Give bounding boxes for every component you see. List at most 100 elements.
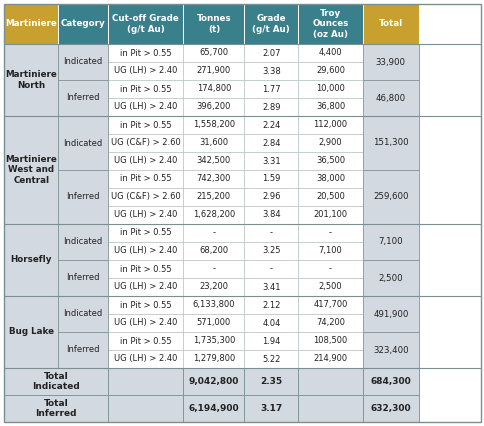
Bar — [362, 296, 418, 314]
Text: in Pit > 0.55: in Pit > 0.55 — [120, 84, 171, 93]
Bar — [244, 368, 298, 395]
Text: UG (LH) > 2.40: UG (LH) > 2.40 — [114, 156, 177, 165]
Bar — [58, 332, 108, 368]
Bar — [58, 296, 108, 314]
Text: 2.12: 2.12 — [262, 300, 280, 310]
Bar — [362, 44, 418, 80]
Bar — [183, 242, 244, 260]
Bar — [58, 44, 108, 80]
Bar — [108, 278, 183, 296]
Text: Horsefly: Horsefly — [11, 256, 52, 265]
Text: UG (C&F) > 2.60: UG (C&F) > 2.60 — [110, 138, 180, 147]
Bar — [244, 332, 298, 350]
Bar — [4, 152, 58, 170]
Text: 20,500: 20,500 — [316, 193, 344, 201]
Bar — [362, 116, 418, 134]
Bar — [244, 206, 298, 224]
Bar — [298, 314, 362, 332]
Bar — [298, 170, 362, 188]
Bar — [298, 395, 362, 422]
Text: 74,200: 74,200 — [316, 319, 344, 328]
Text: UG (C&F) > 2.60: UG (C&F) > 2.60 — [110, 193, 180, 201]
Bar — [362, 242, 418, 260]
Text: 151,300: 151,300 — [372, 138, 408, 147]
Bar — [58, 242, 108, 260]
Bar — [298, 332, 362, 350]
Text: 2.35: 2.35 — [260, 377, 282, 386]
Text: Indicated: Indicated — [63, 58, 103, 66]
Bar — [244, 350, 298, 368]
Bar — [362, 116, 418, 170]
Text: 31,600: 31,600 — [199, 138, 228, 147]
Bar — [58, 260, 108, 296]
Bar — [362, 80, 418, 98]
Text: 259,600: 259,600 — [372, 193, 408, 201]
Bar — [4, 116, 58, 134]
Text: Total: Total — [378, 20, 402, 29]
Text: Inferred: Inferred — [66, 193, 100, 201]
Bar — [298, 206, 362, 224]
Bar — [362, 206, 418, 224]
Bar — [108, 332, 183, 350]
Text: 1,558,200: 1,558,200 — [193, 121, 234, 130]
Bar — [58, 296, 108, 332]
Bar — [183, 4, 244, 44]
Bar — [298, 350, 362, 368]
Text: Tonnes
(t): Tonnes (t) — [196, 14, 231, 34]
Bar — [298, 116, 362, 134]
Text: Category: Category — [60, 20, 106, 29]
Bar — [108, 368, 183, 395]
Bar — [183, 260, 244, 278]
Text: 2,500: 2,500 — [378, 273, 402, 282]
Bar — [362, 395, 418, 422]
Text: 33,900: 33,900 — [375, 58, 405, 66]
Text: Indicated: Indicated — [63, 238, 103, 247]
Bar — [108, 395, 183, 422]
Bar — [362, 350, 418, 368]
Text: 108,500: 108,500 — [313, 337, 347, 345]
Text: -: - — [328, 228, 332, 238]
Bar — [58, 44, 108, 62]
Bar — [4, 224, 58, 242]
Text: 396,200: 396,200 — [197, 103, 230, 112]
Text: 36,500: 36,500 — [315, 156, 344, 165]
Bar — [362, 224, 418, 242]
Text: 3.31: 3.31 — [261, 156, 280, 165]
Bar — [362, 170, 418, 188]
Text: 7,100: 7,100 — [378, 238, 402, 247]
Bar — [244, 62, 298, 80]
Text: in Pit > 0.55: in Pit > 0.55 — [120, 175, 171, 184]
Text: -: - — [328, 265, 332, 273]
Bar — [362, 188, 418, 206]
Text: 6,133,800: 6,133,800 — [192, 300, 235, 310]
Text: 742,300: 742,300 — [197, 175, 230, 184]
Bar — [58, 80, 108, 98]
Bar — [108, 116, 183, 134]
Bar — [298, 4, 362, 44]
Bar — [362, 62, 418, 80]
Bar — [58, 206, 108, 224]
Bar — [298, 242, 362, 260]
Bar — [298, 98, 362, 116]
Bar — [183, 224, 244, 242]
Bar — [4, 296, 58, 314]
Bar — [244, 395, 298, 422]
Bar — [4, 242, 58, 260]
Bar — [4, 368, 108, 395]
Text: -: - — [269, 265, 272, 273]
Text: UG (LH) > 2.40: UG (LH) > 2.40 — [114, 247, 177, 256]
Bar — [244, 98, 298, 116]
Text: UG (LH) > 2.40: UG (LH) > 2.40 — [114, 103, 177, 112]
Bar — [4, 44, 58, 62]
Bar — [108, 224, 183, 242]
Text: 9,042,800: 9,042,800 — [188, 377, 239, 386]
Text: Inferred: Inferred — [66, 345, 100, 354]
Bar — [183, 98, 244, 116]
Bar — [362, 296, 418, 332]
Text: 3.25: 3.25 — [261, 247, 280, 256]
Text: 2,500: 2,500 — [318, 282, 342, 291]
Bar — [362, 332, 418, 368]
Bar — [4, 260, 58, 278]
Text: UG (LH) > 2.40: UG (LH) > 2.40 — [114, 66, 177, 75]
Text: 417,700: 417,700 — [313, 300, 347, 310]
